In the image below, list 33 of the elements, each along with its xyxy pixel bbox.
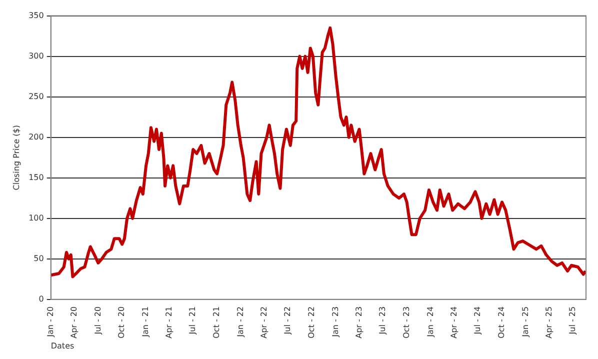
x-tick-label: Jul - 20 (93, 306, 102, 336)
x-tick-label: Apr - 22 (259, 306, 268, 338)
x-tick-label: Jan - 24 (426, 306, 435, 338)
y-tick-label: 200 (28, 132, 44, 142)
x-tick-label: Jul - 24 (473, 306, 482, 336)
x-tick-label: Jan - 23 (330, 306, 340, 338)
y-tick-label: 150 (28, 172, 44, 182)
y-tick-label: 300 (28, 51, 44, 60)
x-tick-label: Apr - 25 (544, 306, 554, 338)
x-tick-label: Oct - 20 (117, 306, 126, 338)
x-tick-label: Apr - 20 (70, 306, 79, 338)
y-tick-label: 250 (28, 92, 44, 101)
x-tick-label: Jan - 21 (141, 306, 150, 338)
x-tick-label: Apr - 23 (354, 306, 364, 338)
x-tick-label: Oct - 22 (307, 306, 316, 338)
y-tick-label: 350 (28, 10, 44, 20)
x-tick-label: Oct - 23 (402, 306, 411, 338)
y-tick-label: 100 (28, 213, 44, 222)
y-tick-label: 50 (34, 254, 44, 263)
y-axis-title: Closing Price ($) (12, 125, 21, 190)
x-tick-label: Apr - 21 (164, 306, 174, 338)
x-axis-title: Dates (50, 341, 74, 350)
y-tick-label: 0 (38, 294, 44, 304)
x-tick-label: Oct - 21 (212, 306, 222, 338)
x-tick-label: Apr - 24 (450, 306, 459, 338)
x-tick-label: Jul - 22 (283, 306, 292, 336)
x-tick-label: Oct - 24 (497, 306, 506, 338)
x-tick-label: Jan - 20 (46, 306, 55, 338)
x-tick-label: Jul - 23 (378, 306, 387, 336)
x-tick-label: Jul - 21 (188, 306, 198, 336)
x-tick-label: Jan - 22 (236, 306, 246, 338)
x-tick-label: Jul - 25 (568, 306, 578, 336)
x-tick-label: Jan - 25 (521, 306, 530, 338)
